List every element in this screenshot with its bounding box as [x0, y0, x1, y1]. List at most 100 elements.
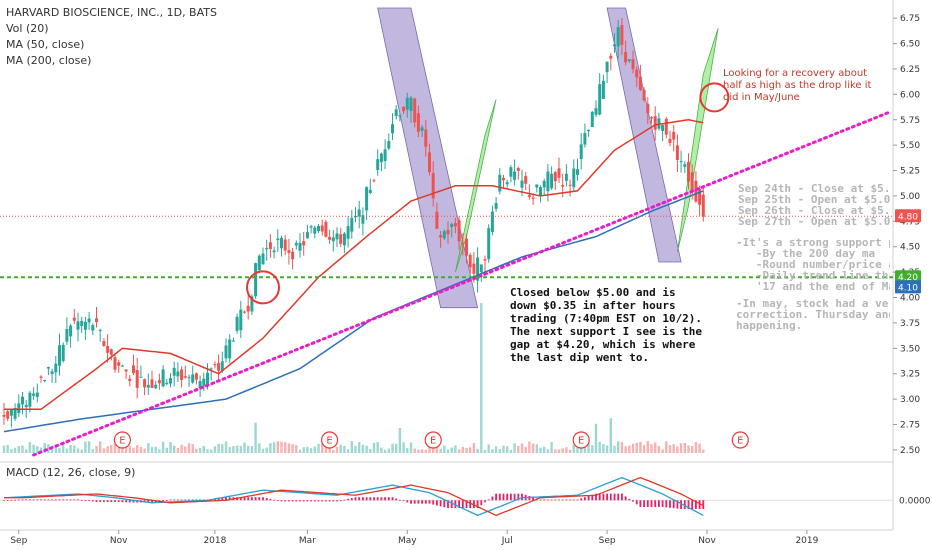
- volume-bar: [461, 446, 464, 453]
- x-tick-label: May: [398, 536, 417, 546]
- macd-histogram-bar: [484, 500, 486, 503]
- candle-body: [620, 25, 624, 45]
- macd-histogram-bar: [17, 499, 20, 501]
- volume-bar: [624, 446, 627, 453]
- earnings-marker: [321, 431, 339, 449]
- macd-histogram-bar: [302, 500, 305, 502]
- volume-bar: [402, 442, 405, 453]
- volume-bar: [117, 447, 120, 453]
- candle-body: [302, 241, 306, 246]
- volume-bar: [691, 446, 694, 453]
- macd-histogram-bar: [225, 497, 227, 501]
- volume-bar: [58, 447, 61, 453]
- macd-histogram-bar: [569, 499, 571, 501]
- volume-bar: [631, 443, 635, 453]
- ma50-indicator-label[interactable]: MA (50, close): [6, 38, 85, 51]
- volume-bar: [39, 447, 43, 453]
- volume-bar: [580, 446, 583, 453]
- candle-body: [542, 180, 546, 188]
- volume-indicator-label[interactable]: Vol (20): [6, 22, 49, 35]
- volume-bar: [635, 442, 638, 453]
- macd-histogram-bar: [273, 499, 275, 501]
- macd-histogram-bar: [436, 500, 438, 506]
- macd-histogram-bar: [498, 493, 501, 501]
- volume-bar: [539, 447, 542, 453]
- highlight-circle: [699, 82, 730, 113]
- candle-body: [465, 238, 468, 256]
- macd-histogram-bar: [6, 500, 9, 501]
- volume-bar: [150, 446, 154, 453]
- macd-histogram-bar: [336, 500, 338, 502]
- price-label-badge: [895, 209, 921, 223]
- candle-body: [50, 371, 54, 375]
- volume-bar: [554, 449, 557, 453]
- volume-bar: [617, 441, 620, 453]
- macd-histogram-bar: [199, 499, 201, 501]
- macd-histogram-bar: [621, 493, 623, 501]
- candle-body: [631, 59, 635, 70]
- macd-histogram-bar: [469, 500, 472, 509]
- candle-body: [627, 59, 631, 61]
- candle-body: [527, 195, 531, 197]
- macd-histogram-bar: [532, 497, 534, 501]
- candle-body: [457, 220, 461, 242]
- macd-histogram-bar: [343, 499, 346, 501]
- volume-bar: [62, 443, 65, 453]
- volume-bar: [469, 447, 472, 453]
- volume-bar: [243, 442, 246, 453]
- volume-bar: [87, 441, 91, 453]
- candle-body: [361, 215, 365, 224]
- macd-histogram-bar: [354, 497, 357, 501]
- macd-indicator-label[interactable]: MACD (12, 26, close, 9): [6, 466, 136, 479]
- macd-histogram-bar: [572, 499, 575, 501]
- volume-bar: [620, 442, 624, 453]
- macd-histogram-bar: [295, 500, 298, 502]
- volume-bar: [317, 443, 320, 453]
- candle-body: [120, 365, 124, 367]
- macd-histogram-bar: [247, 497, 250, 501]
- volume-bar: [535, 444, 538, 453]
- candle-body: [202, 378, 206, 386]
- annotation-recovery: Looking for a recovery about half as hig…: [723, 68, 872, 103]
- volume-bar: [306, 446, 309, 453]
- volume-bar: [694, 442, 698, 453]
- candle-body: [505, 182, 509, 185]
- x-tick-label: Jul: [501, 536, 513, 546]
- candle-body: [157, 380, 161, 384]
- annotation-may-note: -In may, stock had a ver s correction. T…: [736, 298, 890, 331]
- candle-body: [672, 131, 676, 140]
- volume-bar: [605, 445, 609, 453]
- candle-body: [91, 325, 95, 331]
- macd-signal-line: [4, 476, 704, 517]
- macd-histogram-bar: [132, 500, 135, 503]
- macd-histogram-bar: [125, 500, 127, 503]
- candle-body: [161, 369, 165, 387]
- y-tick-label: 3.25: [900, 370, 920, 380]
- macd-histogram-bar: [169, 499, 172, 501]
- ma200-indicator-label[interactable]: MA (200, close): [6, 54, 92, 67]
- candle-body: [83, 321, 87, 330]
- candle-body: [598, 84, 602, 115]
- volume-bar: [498, 449, 501, 453]
- candle-body: [150, 379, 154, 388]
- macd-histogram-bar: [177, 499, 179, 501]
- volume-bar: [572, 444, 575, 453]
- candle-body: [479, 264, 483, 273]
- volume-bar: [110, 445, 113, 453]
- volume-bar: [13, 447, 17, 453]
- candle-body: [679, 161, 683, 163]
- macd-histogram-bar: [254, 497, 257, 501]
- x-tick-label: Mar: [299, 536, 316, 546]
- macd-histogram-bar: [350, 498, 353, 501]
- volume-bar: [128, 445, 131, 453]
- volume-bar: [10, 448, 13, 453]
- volume-bar: [84, 441, 87, 453]
- price-label-text: 4.20: [898, 273, 918, 283]
- candle-body: [402, 106, 406, 112]
- volume-bar: [76, 448, 80, 453]
- candle-body: [206, 372, 209, 385]
- volume-bar: [321, 443, 324, 453]
- macd-histogram-bar: [624, 496, 627, 501]
- candle-body: [583, 132, 587, 145]
